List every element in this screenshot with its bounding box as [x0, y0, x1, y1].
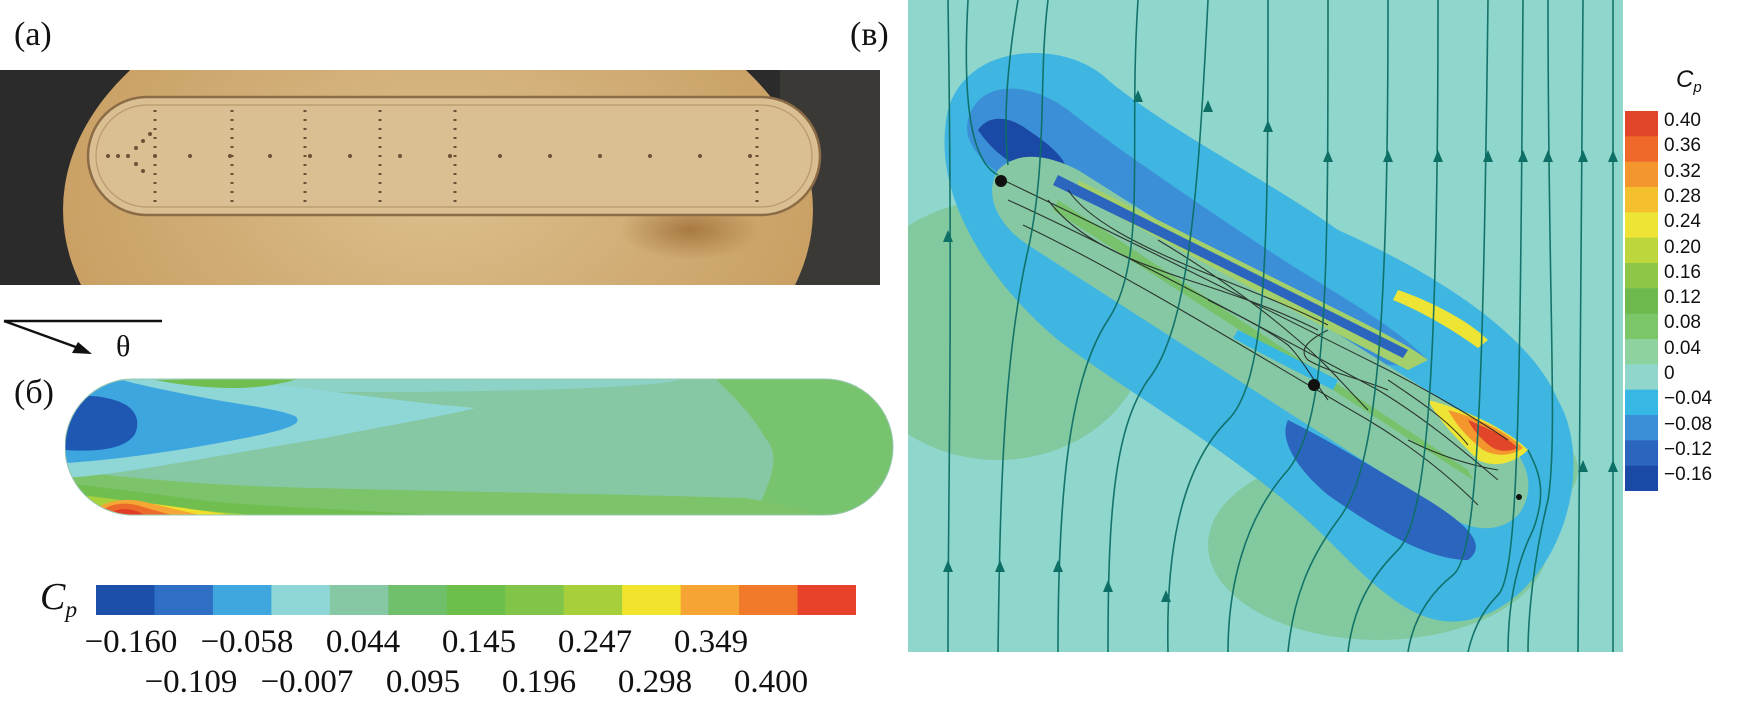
angle-indicator: [3, 319, 162, 354]
colorbar-b-tick-label: −0.160: [84, 624, 178, 660]
colorbar-c-level-label: 0.32: [1664, 160, 1701, 182]
colorbar-c-swatch: [1625, 212, 1658, 239]
colorbar-c-swatch: [1625, 389, 1658, 416]
colorbar-c-level-label: 0.12: [1664, 287, 1701, 309]
colorbar-b-tick-label: 0.400: [733, 664, 809, 700]
colorbar-c-level-label: −0.04: [1664, 388, 1713, 410]
colorbar-c-level-label: 0.24: [1664, 211, 1701, 233]
model-photo: [0, 70, 880, 285]
colorbar-c-swatch: [1625, 161, 1658, 188]
colorbar-c-level-label: −0.08: [1664, 413, 1713, 435]
panel-a-label: (а): [14, 16, 52, 53]
colorbar-c-level-label: 0.04: [1664, 337, 1701, 359]
colorbar-b-swatch: [329, 585, 389, 615]
panel-b-label: (б): [14, 374, 54, 411]
colorbar-b-tick-label: 0.196: [501, 664, 577, 700]
colorbar-c-title: Cp: [1676, 68, 1702, 96]
colorbar-c-level-label: 0.20: [1664, 236, 1701, 258]
colorbar-b-tick-label: 0.095: [385, 664, 461, 700]
colorbar-b-swatch: [154, 585, 214, 615]
colorbar-b-symbol: C: [40, 576, 66, 618]
colorbar-c-swatch: [1625, 465, 1658, 491]
colorbar-b-swatch: [622, 585, 682, 615]
colorbar-c-swatch: [1625, 111, 1658, 137]
angle-theta-label: θ: [116, 330, 131, 363]
colorbar-c-level-label: 0.36: [1664, 135, 1701, 157]
colorbar-c-swatch: [1625, 415, 1658, 441]
colorbar-c-level-label: 0.40: [1664, 110, 1701, 131]
colorbar-b-swatch: [388, 585, 448, 615]
colorbar-c-swatch: [1625, 364, 1658, 391]
colorbar-b-swatch: [505, 585, 565, 615]
colorbar-b: [96, 585, 856, 615]
colorbar-c-level-label: 0.08: [1664, 312, 1701, 334]
colorbar-c-swatch: [1625, 187, 1658, 213]
colorbar-c-swatch: [1625, 313, 1658, 340]
colorbar-b-tick-label: −0.058: [200, 624, 294, 660]
flow-field-plot: [908, 0, 1623, 652]
panel-c-label: (в): [850, 16, 889, 53]
colorbar-b-swatch: [271, 585, 331, 615]
colorbar-c-swatch: [1625, 339, 1658, 365]
colorbar-b-tick-label: 0.247: [557, 624, 633, 660]
colorbar-b-tick-label: 0.044: [325, 624, 401, 660]
colorbar-b-tick-label: 0.145: [441, 624, 517, 660]
colorbar-b-tick-label: 0.298: [617, 664, 693, 700]
colorbar-b-swatch: [797, 585, 856, 615]
colorbar-c-level-label: −0.12: [1664, 438, 1713, 460]
colorbar-b-swatch: [739, 585, 799, 615]
colorbar-b-swatch: [446, 585, 506, 615]
colorbar-b-swatch: [680, 585, 740, 615]
colorbar-c-level-label: 0.16: [1664, 261, 1701, 283]
colorbar-c-swatch: [1625, 237, 1658, 264]
colorbar-b-tick-label: −0.007: [260, 664, 354, 700]
colorbar-c: [1625, 111, 1658, 491]
colorbar-b-swatch: [212, 585, 272, 615]
colorbar-b-title: Cp: [40, 578, 77, 623]
colorbar-b-tick-label: −0.109: [144, 664, 238, 700]
pressure-contour-plot: [65, 378, 894, 516]
colorbar-c-subscript: p: [1693, 80, 1702, 97]
colorbar-b-subscript: p: [65, 597, 78, 624]
colorbar-c-swatch: [1625, 136, 1658, 163]
colorbar-c-symbol: C: [1676, 66, 1694, 93]
colorbar-b-swatch: [96, 585, 155, 615]
colorbar-c-level-label: −0.16: [1664, 464, 1713, 486]
colorbar-c-level-label: 0: [1664, 363, 1675, 384]
colorbar-c-swatch: [1625, 440, 1658, 467]
colorbar-b-swatch: [563, 585, 623, 615]
colorbar-c-swatch: [1625, 288, 1658, 315]
colorbar-c-level-label: 0.28: [1664, 185, 1701, 207]
colorbar-c-swatch: [1625, 263, 1658, 289]
colorbar-b-tick-label: 0.349: [673, 624, 749, 660]
